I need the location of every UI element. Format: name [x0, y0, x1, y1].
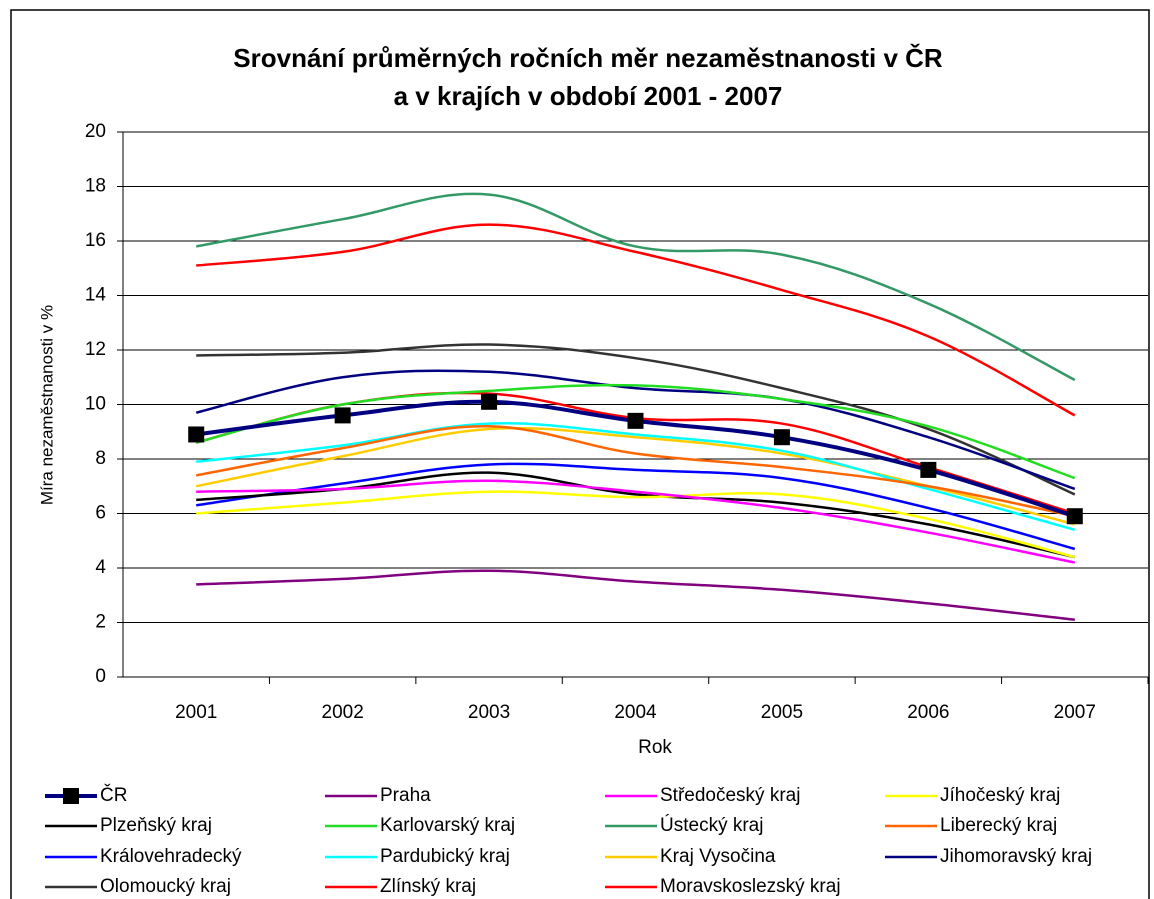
- legend-label: ČR: [100, 784, 127, 806]
- legend-label: Zlínský kraj: [380, 876, 476, 897]
- x-tick-label: 2006: [907, 702, 949, 723]
- data-point: [773, 429, 790, 446]
- y-tick-label: 20: [85, 121, 106, 142]
- legend-label: Moravskoslezský kraj: [660, 876, 841, 897]
- y-tick-label: 18: [85, 176, 106, 197]
- series-line: [195, 383, 1076, 480]
- legend-label: Kraj Vysočina: [660, 846, 776, 867]
- legend-label: Karlovarský kraj: [380, 815, 515, 836]
- x-tick-label: 2001: [175, 702, 217, 723]
- x-tick-label: 2005: [761, 702, 803, 723]
- series-line: [196, 490, 1076, 559]
- chart-title: a v krajích v období 2001 - 2007: [394, 81, 783, 111]
- series-line: [195, 192, 1076, 382]
- chart-frame: [10, 9, 1150, 899]
- data-point: [920, 461, 937, 478]
- legend-label: Praha: [380, 785, 431, 806]
- series-line: [196, 569, 1075, 622]
- legend-label: Plzeňský kraj: [100, 815, 212, 836]
- y-tick-label: 12: [85, 339, 106, 360]
- series-line: [196, 223, 1076, 417]
- y-axis-label: Míra nezaměstnanosti v %: [37, 305, 56, 505]
- legend-marker: [63, 788, 79, 804]
- y-tick-label: 6: [95, 503, 106, 524]
- y-tick-label: 14: [85, 285, 107, 306]
- legend-label: Jihomoravský kraj: [940, 846, 1092, 867]
- x-axis-label: Rok: [638, 737, 672, 758]
- y-tick-label: 8: [95, 448, 106, 469]
- legend-label: Ústecký kraj: [660, 814, 763, 836]
- series-line: [196, 462, 1076, 551]
- series-line: [196, 343, 1076, 496]
- data-point: [1066, 508, 1083, 525]
- legend-label: Jíhočeský kraj: [940, 785, 1060, 806]
- series-line: [196, 479, 1076, 564]
- legend-label: Pardubický kraj: [380, 846, 510, 867]
- data-point: [481, 393, 498, 410]
- chart-title: Srovnání průměrných ročních měr nezaměst…: [233, 43, 943, 73]
- x-tick-label: 2002: [322, 702, 364, 723]
- legend-label: Liberecký kraj: [940, 815, 1057, 836]
- legend-label: Olomoucký kraj: [100, 876, 231, 897]
- x-tick-label: 2004: [614, 702, 657, 723]
- y-tick-label: 0: [95, 666, 106, 687]
- x-tick-label: 2003: [468, 702, 510, 723]
- y-tick-label: 4: [95, 557, 106, 578]
- legend-label: Královehradecký: [100, 846, 242, 867]
- data-point: [334, 407, 351, 424]
- series-line: [195, 425, 1076, 518]
- x-tick-label: 2007: [1054, 702, 1096, 723]
- series-line: [195, 369, 1076, 491]
- y-tick-label: 10: [85, 394, 106, 415]
- data-point: [188, 426, 205, 443]
- y-tick-label: 16: [85, 230, 106, 251]
- y-tick-label: 2: [95, 612, 106, 633]
- series-line: [196, 422, 1076, 532]
- data-point: [627, 412, 644, 429]
- legend-label: Středočeský kraj: [660, 785, 800, 806]
